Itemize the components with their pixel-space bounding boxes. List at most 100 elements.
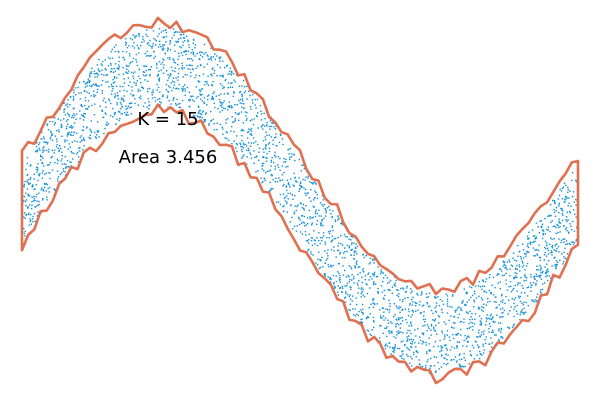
scatter-point (230, 74, 233, 76)
scatter-point (72, 99, 75, 101)
scatter-point (564, 228, 567, 230)
scatter-point (30, 223, 32, 225)
scatter-point (536, 253, 538, 255)
scatter-point (359, 272, 361, 274)
scatter-point (311, 222, 313, 224)
scatter-point (261, 162, 264, 165)
scatter-point (158, 61, 161, 63)
scatter-point (122, 56, 124, 59)
scatter-point (324, 241, 326, 243)
scatter-point (571, 220, 574, 223)
scatter-point (239, 98, 242, 101)
scatter-point (543, 259, 545, 261)
scatter-point (216, 64, 219, 66)
scatter-point (485, 342, 487, 345)
scatter-point (524, 253, 526, 255)
scatter-point (45, 172, 48, 174)
scatter-point (49, 120, 51, 123)
scatter-point (266, 124, 268, 126)
scatter-point (253, 150, 255, 152)
scatter-point (45, 190, 47, 192)
scatter-point (383, 289, 386, 291)
scatter-point (63, 111, 65, 113)
scatter-point (111, 85, 113, 87)
scatter-point (134, 37, 136, 39)
scatter-point (551, 244, 554, 247)
scatter-point (421, 292, 423, 295)
scatter-point (94, 84, 96, 86)
scatter-point (506, 261, 508, 263)
scatter-point (115, 44, 117, 46)
scatter-point (199, 109, 201, 112)
scatter-point (279, 133, 282, 135)
scatter-point (114, 50, 116, 53)
scatter-point (439, 351, 441, 353)
scatter-point (553, 257, 555, 259)
scatter-point (28, 204, 31, 206)
scatter-point (122, 73, 125, 75)
scatter-point (160, 46, 162, 48)
scatter-point (510, 306, 512, 308)
scatter-point (399, 306, 402, 308)
scatter-point (332, 210, 334, 212)
scatter-point (432, 312, 434, 315)
scatter-point (256, 98, 259, 101)
scatter-point (230, 130, 232, 132)
scatter-point (275, 201, 278, 203)
scatter-point (115, 123, 117, 125)
scatter-point (522, 257, 525, 259)
scatter-point (352, 236, 354, 238)
scatter-point (368, 307, 370, 309)
scatter-point (135, 35, 138, 37)
scatter-point (135, 53, 137, 56)
scatter-point (264, 147, 266, 149)
scatter-point (249, 120, 251, 122)
scatter-point (360, 321, 362, 323)
scatter-point (274, 128, 277, 130)
scatter-point (141, 41, 143, 43)
scatter-point (546, 274, 548, 277)
scatter-point (128, 53, 131, 55)
scatter-point (42, 149, 44, 151)
scatter-point (290, 178, 292, 180)
scatter-point (195, 67, 197, 69)
scatter-point (146, 35, 149, 38)
scatter-point (435, 370, 437, 372)
scatter-point (68, 113, 70, 116)
scatter-point (123, 89, 125, 92)
scatter-point (515, 275, 517, 277)
scatter-point (59, 145, 61, 147)
scatter-point (229, 86, 232, 88)
scatter-point (169, 75, 171, 77)
scatter-point (55, 146, 58, 148)
scatter-point (57, 118, 59, 120)
scatter-point (484, 281, 487, 283)
scatter-point (440, 349, 443, 351)
scatter-point (282, 206, 284, 208)
scatter-point (373, 303, 376, 306)
scatter-point (190, 52, 192, 54)
scatter-point (411, 346, 413, 348)
scatter-point (523, 312, 526, 314)
scatter-point (353, 282, 355, 284)
scatter-point (104, 68, 106, 70)
scatter-point (184, 88, 186, 90)
scatter-point (342, 224, 344, 226)
scatter-point (213, 72, 215, 74)
scatter-point (344, 235, 347, 238)
scatter-point (203, 43, 206, 46)
scatter-point (498, 304, 500, 306)
scatter-point (272, 143, 274, 146)
scatter-point (326, 207, 329, 209)
scatter-point (398, 293, 400, 295)
scatter-point (456, 333, 459, 335)
scatter-point (483, 303, 485, 305)
scatter-point (204, 113, 207, 115)
scatter-point (503, 274, 505, 276)
scatter-point (428, 337, 430, 339)
scatter-point (93, 95, 95, 98)
scatter-point (422, 325, 424, 327)
scatter-point (250, 157, 253, 159)
scatter-point (228, 106, 230, 109)
scatter-point (357, 284, 359, 286)
